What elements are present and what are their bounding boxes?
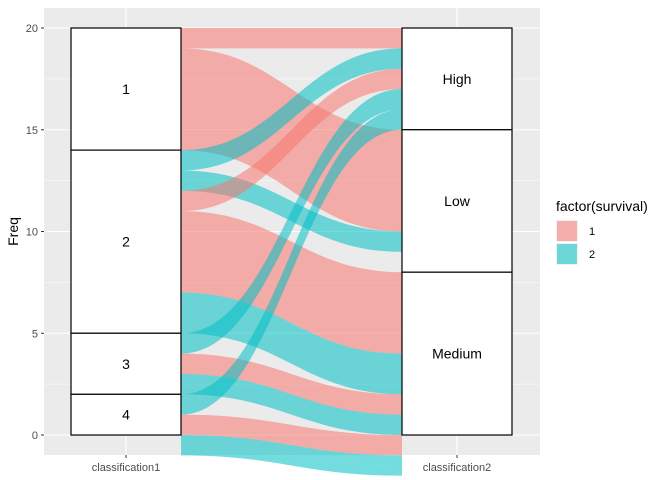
- y-tick-label: 20: [26, 23, 38, 35]
- stratum-1: [70, 27, 182, 151]
- strata: 1 2 3 4 High Low Medium: [70, 27, 513, 436]
- y-tick-label: 0: [32, 430, 38, 442]
- stratum-label-4: 4: [122, 407, 130, 423]
- y-tick-label: 15: [26, 125, 38, 137]
- flow-4-High-survival-2: [181, 109, 402, 415]
- flow-2-High-survival-1: [181, 68, 402, 212]
- stratum-label-3: 3: [122, 356, 130, 372]
- y-axis-title: Freq: [5, 217, 21, 246]
- x-tick-label-classification2: classification2: [423, 462, 491, 474]
- stratum-label-medium: Medium: [432, 346, 482, 362]
- stratum-label-low: Low: [444, 193, 471, 209]
- legend-label-1: 1: [589, 226, 595, 238]
- stratum-2: [70, 149, 182, 334]
- flow-2-Medium-survival-1: [181, 211, 402, 354]
- flows: [181, 28, 402, 476]
- stratum-label-high: High: [443, 71, 472, 87]
- flow-3-High-survival-2: [181, 99, 402, 354]
- stratum-3: [70, 332, 182, 395]
- legend-swatch-1: [557, 221, 577, 241]
- legend-title: factor(survival): [556, 198, 648, 214]
- legend-swatch-2: [557, 244, 577, 264]
- y-tick-label: 5: [32, 328, 38, 340]
- stratum-label-2: 2: [122, 234, 130, 250]
- y-axis: 0 5 10 15 20: [26, 23, 44, 442]
- flow-3-High-survival-2: [181, 89, 402, 344]
- stratum-low: [401, 129, 513, 273]
- flow-3-Medium-survival-2: [181, 373, 402, 435]
- flow-4-Medium-survival-2: [181, 445, 402, 476]
- x-axis: classification1 classification2: [92, 455, 491, 474]
- flow-2-High-survival-2: [181, 48, 402, 171]
- x-tick-label-classification1: classification1: [92, 462, 160, 474]
- stratum-label-1: 1: [122, 81, 130, 97]
- legend: factor(survival) 1 2: [556, 198, 648, 265]
- flow-4-Medium-survival-1: [181, 414, 402, 456]
- legend-label-2: 2: [589, 249, 595, 261]
- stratum-medium: [401, 271, 513, 436]
- stratum-high: [401, 27, 513, 131]
- y-tick-label: 10: [26, 227, 38, 239]
- flow-4-Medium-survival-2: [181, 435, 402, 466]
- stratum-4: [70, 393, 182, 436]
- flow-1-High-survival-1: [181, 28, 402, 49]
